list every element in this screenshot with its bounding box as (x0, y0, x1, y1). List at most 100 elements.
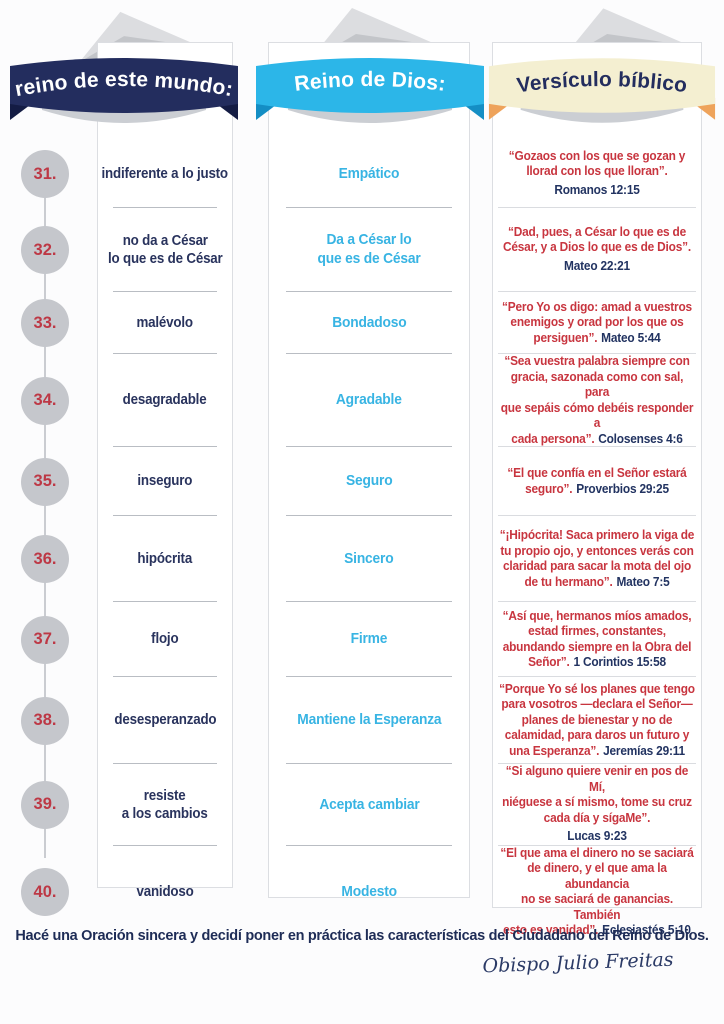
world-kingdom-text: vanidoso (136, 884, 194, 901)
verse-reference: 1 Corintios 15:58 (573, 655, 666, 669)
god-kingdom-text: Acepta cambiar (318, 795, 420, 813)
row-number: 33. (33, 313, 57, 332)
footer-call-to-action: Hacé una Oración sincera y decidí poner … (15, 928, 709, 944)
column-gap (233, 447, 268, 516)
row-number: 38. (33, 711, 57, 729)
table-row: 39. resiste a los cambios Acepta cambiar “S… (0, 764, 724, 846)
god-kingdom-cell: Mantiene la Esperanza (268, 677, 470, 764)
row-number-cell: 31. (0, 140, 97, 208)
row-number-badge: 32. (21, 226, 69, 274)
god-kingdom-text: Agradable (336, 391, 402, 409)
world-kingdom-cell: desagradable (97, 354, 233, 447)
row-number-badge: 31. (21, 150, 69, 198)
world-kingdom-cell: resiste a los cambios (97, 764, 233, 846)
row-number-badge: 40. (21, 868, 69, 917)
row-number-badge: 39. (21, 780, 69, 829)
world-kingdom-cell: vanidoso (97, 846, 233, 939)
row-number-cell: 38. (0, 677, 97, 764)
table-row: 33. malévolo Bondadoso “Pero Yo os digo: am… (0, 292, 724, 354)
world-kingdom-text: desagradable (123, 392, 207, 409)
row-number: 32. (33, 240, 57, 259)
verse-reference: Eclesiastés 5:10 (602, 923, 691, 938)
verse-reference: Mateo 7:5 (616, 574, 670, 589)
bible-verse-cell: “Si alguno quiere venir en pos de Mí, nié… (492, 764, 702, 846)
world-kingdom-text: malévolo (136, 314, 194, 331)
bible-verse-cell: “El que confía en el Señor estará seguro”… (492, 447, 702, 516)
row-number-cell: 40. (0, 846, 97, 939)
world-kingdom-text: hipócrita (137, 550, 193, 567)
row-number-badge: 33. (21, 299, 69, 347)
row-number-cell: 34. (0, 354, 97, 447)
column-gap (470, 764, 492, 846)
world-kingdom-cell: indiferente a lo justo (97, 140, 233, 208)
god-kingdom-text: Sincero (344, 549, 394, 567)
banner-god-kingdom: Reino de Dios: (250, 48, 490, 137)
bible-verse-cell: “El que ama el dinero no se saciará de di… (492, 846, 702, 939)
world-kingdom-text: desesperanzado (114, 712, 216, 729)
verse-reference: Romanos 12:15 (554, 182, 640, 197)
verse-quote: “Sea vuestra palabra siempre con gracia, … (500, 354, 694, 446)
column-gap (470, 846, 492, 939)
god-kingdom-cell: Acepta cambiar (268, 764, 470, 846)
world-kingdom-cell: flojo (97, 602, 233, 677)
timeline-rail (44, 175, 46, 858)
table-row: 36. hipócrita Sincero “¡Hipócrita! Saca pri… (0, 516, 724, 602)
god-kingdom-cell: Empático (268, 140, 470, 208)
verse-reference: Proverbios 29:25 (576, 481, 669, 496)
row-number: 36. (33, 549, 57, 568)
god-kingdom-panel (268, 42, 470, 898)
world-kingdom-cell: malévolo (97, 292, 233, 354)
bible-verse-cell: “Porque Yo sé los planes que tengo para v… (492, 677, 702, 764)
table-row: 35. inseguro Seguro “El que confía en el Se… (0, 447, 724, 516)
column-gap (470, 677, 492, 764)
table-row: 34. desagradable Agradable “Sea vuestra pal… (0, 354, 724, 447)
god-kingdom-text: Da a César lo que es de César (317, 231, 421, 267)
row-number: 39. (33, 795, 57, 814)
world-kingdom-text: flojo (151, 631, 179, 648)
row-number-cell: 35. (0, 447, 97, 516)
god-kingdom-text: Firme (350, 630, 388, 648)
god-kingdom-text: Modesto (341, 882, 397, 900)
verse-quote: “Si alguno quiere venir en pos de Mí, nié… (502, 764, 692, 843)
row-number-cell: 39. (0, 764, 97, 846)
verse-quote: “El que confía en el Señor estará seguro”… (507, 466, 687, 496)
column-gap (233, 846, 268, 939)
row-number: 37. (33, 630, 57, 648)
table-row: 38. desesperanzado Mantiene la Esperanza “P… (0, 677, 724, 764)
comparison-rows: 31. indiferente a lo justo Empático “Gozaos… (0, 140, 724, 939)
column-gap (233, 354, 268, 447)
row-number: 40. (33, 882, 57, 901)
column-gap (470, 602, 492, 677)
god-kingdom-cell: Da a César lo que es de César (268, 208, 470, 292)
column-gap (470, 292, 492, 354)
row-number-badge: 37. (21, 615, 69, 664)
banner-world-kingdom: reino de este mundo: (4, 48, 244, 137)
column-gap (470, 354, 492, 447)
column-gap (233, 764, 268, 846)
verse-quote: “Así que, hermanos míos amados, estad fir… (502, 608, 692, 670)
bible-verse-cell: “Pero Yo os digo: amad a vuestros enemigo… (492, 292, 702, 354)
row-number-badge: 38. (21, 696, 69, 745)
world-kingdom-text: no da a César lo que es de César (107, 232, 223, 267)
world-kingdom-cell: no da a César lo que es de César (97, 208, 233, 292)
bible-verse-cell: “Así que, hermanos míos amados, estad fir… (492, 602, 702, 677)
bible-verse-cell: “¡Hipócrita! Saca primero la viga de tu p… (492, 516, 702, 602)
verse-reference: Jeremías 29:11 (603, 743, 685, 758)
god-kingdom-cell: Seguro (268, 447, 470, 516)
god-kingdom-cell: Modesto (268, 846, 470, 939)
bible-verse-cell: “Sea vuestra palabra siempre con gracia, … (492, 354, 702, 447)
bible-verse-cell: “Gozaos con los que se gozan y llorad con… (492, 140, 702, 208)
god-kingdom-text: Mantiene la Esperanza (296, 711, 442, 729)
verse-quote: “Dad, pues, a César lo que es de César, y… (502, 224, 692, 273)
column-gap (233, 140, 268, 208)
column-gap (470, 516, 492, 602)
verse-quote: “Porque Yo sé los planes que tengo para v… (499, 681, 695, 758)
god-kingdom-cell: Sincero (268, 516, 470, 602)
god-kingdom-cell: Agradable (268, 354, 470, 447)
row-number-cell: 36. (0, 516, 97, 602)
column-gap (233, 292, 268, 354)
column-gap (470, 208, 492, 292)
row-number-cell: 33. (0, 292, 97, 354)
world-kingdom-cell: inseguro (97, 447, 233, 516)
